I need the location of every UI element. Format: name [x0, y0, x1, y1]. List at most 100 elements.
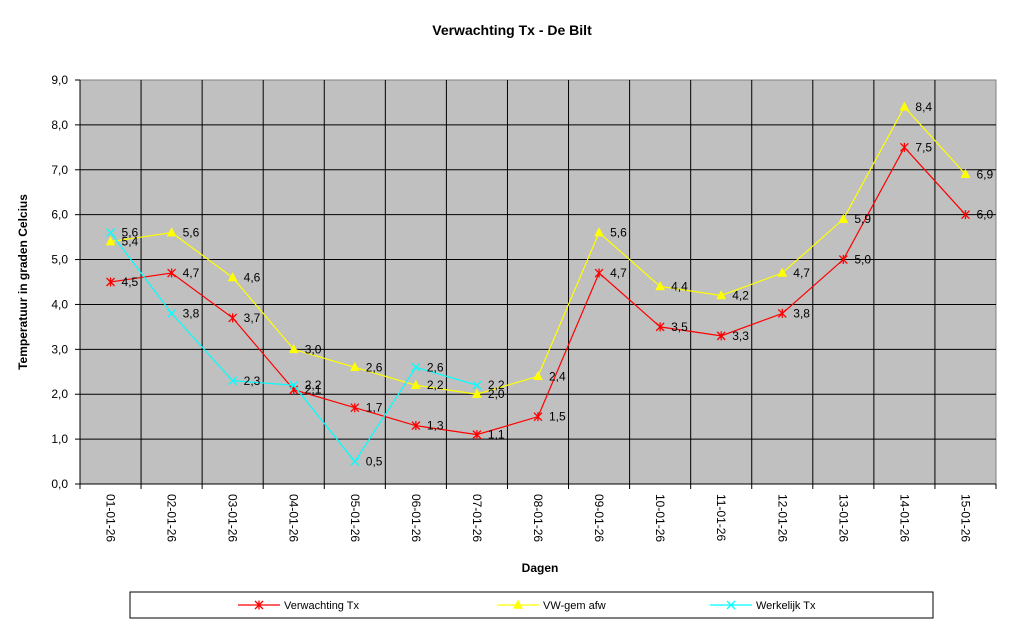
vw-gem-afw-data-label: 5,4 — [122, 235, 139, 249]
vw-gem-afw-data-label: 6,9 — [976, 167, 993, 181]
verwachting-tx-data-label: 1,1 — [488, 428, 505, 442]
vw-gem-afw-point — [716, 289, 727, 300]
verwachting-tx-point — [106, 277, 115, 287]
vw-gem-afw-point — [349, 361, 360, 372]
verwachting-tx-point — [594, 268, 604, 278]
data-labels: 4,5 4,7 3,7 2,1 1,7 1,3 1,1 1,5 4,7 3,5 3,3 3,8 5,0 7… — [122, 100, 994, 469]
x-tick-label: 10-01-26 — [653, 494, 667, 542]
x-tick-label: 11-01-26 — [714, 494, 728, 541]
y-axis-title: Temperatuur in graden Celcius — [16, 194, 30, 370]
vw-gem-afw-data-label: 3,0 — [305, 342, 322, 356]
x-tick-label: 01-01-26 — [104, 494, 118, 542]
x-tick-label: 04-01-26 — [287, 494, 301, 542]
werkelijk-tx-data-label: 5,6 — [122, 226, 139, 240]
vw-gem-afw-data-label: 2,4 — [549, 369, 566, 383]
verwachting-tx-point — [167, 268, 177, 278]
y-tick-label: 6,0 — [51, 208, 68, 222]
werkelijk-tx-data-label: 2,3 — [244, 374, 261, 388]
vw-gem-afw-data-label: 5,9 — [854, 212, 871, 226]
vw-gem-afw-point — [533, 370, 543, 381]
y-tick-label: 9,0 — [51, 73, 68, 87]
verwachting-tx-data-label: 5,0 — [854, 253, 871, 267]
vw-gem-afw-point — [472, 388, 482, 398]
verwachting-tx-point — [838, 255, 848, 265]
y-tick-label: 8,0 — [51, 118, 68, 132]
verwachting-tx-data-label: 4,5 — [122, 275, 139, 289]
y-tick-label: 2,0 — [51, 387, 68, 401]
verwachting-tx-data-label: 4,7 — [610, 266, 627, 280]
legend-label-werkelijk-tx: Werkelijk Tx — [756, 600, 816, 612]
x-tick-label: 07-01-26 — [470, 494, 484, 542]
verwachting-tx-data-label: 4,7 — [183, 266, 200, 280]
verwachting-tx-data-label: 3,5 — [671, 320, 688, 334]
vw-gem-afw-point — [410, 379, 421, 389]
werkelijk-tx-data-label: 2,6 — [427, 360, 444, 374]
vw-gem-afw-data-label: 2,0 — [488, 387, 505, 401]
legend-marker-werkelijk-tx — [726, 600, 736, 610]
axes: 0,0 1,0 2,0 3,0 4,0 5,0 6,0 7,0 8,0 9,0 01-01-26 02… — [51, 73, 997, 542]
verwachting-tx-data-label: 1,5 — [549, 410, 566, 424]
y-tick-label: 7,0 — [51, 163, 68, 177]
werkelijk-tx-point — [289, 380, 299, 390]
werkelijk-tx-point — [167, 308, 177, 318]
y-tick-label: 3,0 — [51, 342, 68, 356]
verwachting-tx-point — [350, 403, 360, 413]
vw-gem-afw-data-label: 2,2 — [427, 378, 444, 392]
x-tick-label: 14-01-26 — [897, 494, 911, 542]
verwachting-tx-point — [655, 322, 665, 332]
verwachting-tx-data-label: 2,1 — [305, 383, 322, 397]
y-tick-label: 5,0 — [51, 253, 68, 267]
x-tick-label: 12-01-26 — [775, 494, 789, 542]
vw-gem-afw-data-label: 4,7 — [793, 266, 810, 280]
verwachting-tx-data-label: 1,3 — [427, 419, 444, 433]
verwachting-tx-point — [899, 142, 909, 152]
werkelijk-tx-data-label: 2,2 — [488, 378, 505, 392]
vw-gem-afw-point — [838, 213, 849, 223]
vw-gem-afw-point — [594, 227, 604, 237]
vw-gem-afw-point — [166, 227, 177, 237]
verwachting-tx-data-label: 3,3 — [732, 329, 749, 343]
verwachting-tx-point — [716, 331, 726, 341]
vw-gem-afw-point — [655, 280, 666, 291]
x-tick-label: 13-01-26 — [836, 494, 850, 542]
legend-label-vw-gem-afw: VW-gem afw — [543, 600, 606, 612]
verwachting-tx-point — [411, 421, 421, 431]
verwachting-tx-data-label: 6,0 — [976, 208, 993, 222]
verwachting-tx-point — [472, 430, 482, 440]
y-tick-label: 0,0 — [51, 477, 68, 491]
werkelijk-tx-point — [106, 228, 115, 238]
vw-gem-afw-point — [960, 168, 971, 179]
legend-marker-vw-gem-afw — [513, 599, 523, 609]
legend-label-verwachting-tx: Verwachting Tx — [284, 600, 360, 612]
chart-title: Verwachting Tx - De Bilt — [432, 22, 592, 38]
x-tick-label: 05-01-26 — [348, 494, 362, 542]
x-tick-label: 09-01-26 — [592, 494, 606, 542]
verwachting-tx-data-label: 7,5 — [915, 140, 932, 154]
vw-gem-afw-data-label: 2,6 — [366, 360, 383, 374]
gridlines — [80, 80, 996, 484]
vw-gem-afw-data-label: 4,4 — [671, 279, 688, 293]
werkelijk-tx-data-label: 0,5 — [366, 455, 383, 469]
x-axis-title: Dagen — [522, 561, 559, 575]
y-tick-label: 4,0 — [51, 297, 68, 311]
legend-marker-verwachting-tx — [254, 600, 264, 610]
vw-gem-afw-data-label: 5,6 — [610, 226, 627, 240]
x-tick-label: 02-01-26 — [165, 494, 179, 542]
werkelijk-tx-point — [411, 362, 421, 372]
vw-gem-afw-data-label: 8,4 — [915, 100, 932, 114]
verwachting-tx-point — [777, 308, 787, 318]
verwachting-tx-data-label: 3,8 — [793, 306, 810, 320]
x-tick-label: 03-01-26 — [226, 494, 240, 542]
vw-gem-afw-point — [227, 271, 238, 282]
verwachting-tx-data-label: 3,7 — [244, 311, 261, 325]
werkelijk-tx-data-label: 2,2 — [305, 378, 322, 392]
y-tick-label: 1,0 — [51, 432, 68, 446]
x-tick-label: 06-01-26 — [409, 494, 423, 542]
verwachting-tx-point — [228, 313, 238, 323]
vw-gem-afw-point — [777, 267, 788, 277]
werkelijk-tx-point — [472, 380, 482, 390]
verwachting-tx-point — [533, 412, 543, 422]
vw-gem-afw-data-label: 5,6 — [183, 226, 200, 240]
verwachting-tx-data-label: 1,7 — [366, 401, 383, 415]
